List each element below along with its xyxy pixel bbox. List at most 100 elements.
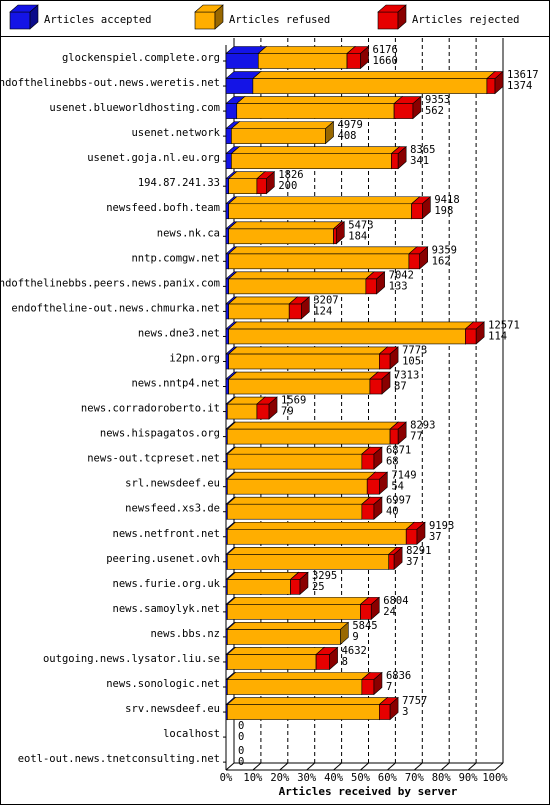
bar-total-label: 9418 [434,194,459,206]
bar-accepted-label: 105 [402,355,421,367]
bar-accepted-label: 1660 [373,55,398,67]
bar-segment [227,296,299,320]
y-tick-label: endofthelinebbs-out.news.weretis.net [0,77,220,89]
y-tick-label: news.sonologic.net [106,678,220,690]
face-front [227,403,258,420]
face-front [225,278,229,295]
face-side [389,346,399,370]
bar-segment [226,521,416,545]
face-front [225,78,254,94]
face-front [379,353,391,370]
x-tick [494,762,504,771]
y-tick-label: news.samoylyk.net [113,603,220,615]
bar-total-label: 5845 [352,620,377,632]
face-top [226,496,371,505]
bar-segment [227,271,375,295]
face-front [389,428,399,445]
face-front [228,228,334,245]
y-tick-label: usenet.network [131,127,220,139]
bar-total-label: 7757 [402,695,427,707]
x-tick-label: 40% [324,772,344,784]
bar-total-label: 6871 [386,445,411,457]
bar-segment [252,70,496,95]
bar-total-label: 7773 [402,344,427,356]
face-front [256,178,267,194]
face-front [231,153,392,169]
face-front [227,478,368,495]
x-tick [333,762,342,771]
bar-segment [235,95,403,120]
bar-accepted-label: 54 [391,481,404,493]
x-tick-label: 30% [297,772,317,784]
bar-segment [365,271,386,295]
bar-accepted-label: 7 [386,681,392,693]
face-top [226,471,377,480]
bar-segment [256,396,278,420]
face-front [228,303,290,320]
legend-item [9,4,39,30]
face-side [393,546,403,570]
face-top [257,46,356,54]
y-tick-label: glockenspiel.complete.org [62,52,220,64]
face-front [236,103,395,119]
face-front [225,153,232,169]
y-tick-label: news.netfront.net [113,528,220,540]
face-front [257,53,348,69]
y-tick-label: srv.newsdeef.eu [125,703,220,715]
y-tick-label: news-out.tcpreset.net [87,453,220,465]
face-top [227,296,299,305]
face-side [422,196,431,220]
face-top [226,697,389,705]
face-front [225,253,229,270]
face-front [365,278,377,295]
bar-segment [256,171,276,195]
bar-segment [226,596,370,621]
x-tick-label: 50% [351,772,371,784]
face-front [366,478,380,495]
bar-total-label: 5473 [348,219,373,231]
face-front [227,679,363,695]
bar-segment [366,471,389,495]
face-front [227,704,380,720]
x-tick-label: 0% [220,772,233,784]
bar-segment [393,95,422,120]
bar-total-label: 7042 [389,269,414,281]
y-tick-label: nntp.comgw.net [131,252,220,264]
bar-segment [227,221,343,245]
bar-total-label: 1569 [281,395,306,407]
bar-segment [359,596,381,621]
bar-accepted-label: 124 [313,305,332,317]
face-top [230,146,401,154]
bar-accepted-label: 408 [338,130,357,142]
face-side [340,621,349,646]
face-side [335,221,345,245]
bar-segment [378,696,399,721]
face-side [360,45,369,70]
face-front [228,353,380,370]
bar-total-label: 0 [238,720,244,732]
face-front [256,403,270,420]
y-tick-label: newsfeed.bofh.team [106,202,220,214]
face-front [227,604,361,620]
bar-segment [369,371,391,395]
face-front [225,203,229,220]
y-tick-label: endofthelinebbs.peers.news.panix.com [0,277,220,289]
bar-segment [227,346,389,370]
bar-accepted-label: 0 [238,756,244,768]
x-tick-label: 70% [405,772,425,784]
y-tick-label: news.hispagatos.org [100,428,220,440]
x-tick [413,762,423,771]
face-side [494,70,504,95]
face-top [226,446,371,455]
face-front [369,378,383,395]
bar-total-label: 7149 [391,470,416,482]
face-top [252,71,496,79]
bar-segment [346,45,370,70]
face-top [226,647,325,655]
bar-total-label: 6997 [386,495,411,507]
face-top [235,96,403,104]
bar-total-label: 13617 [507,69,539,81]
bar-segment [361,671,383,696]
bar-accepted-label: 79 [281,406,294,418]
bar-accepted-label: 162 [432,255,451,267]
